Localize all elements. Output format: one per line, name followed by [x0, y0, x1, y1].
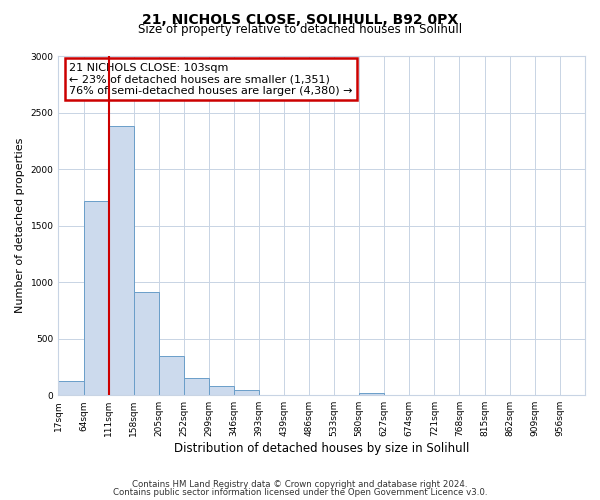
- Text: Contains HM Land Registry data © Crown copyright and database right 2024.: Contains HM Land Registry data © Crown c…: [132, 480, 468, 489]
- Text: 21 NICHOLS CLOSE: 103sqm
← 23% of detached houses are smaller (1,351)
76% of sem: 21 NICHOLS CLOSE: 103sqm ← 23% of detach…: [69, 63, 352, 96]
- Bar: [109, 126, 134, 395]
- Bar: [134, 292, 159, 395]
- Text: Size of property relative to detached houses in Solihull: Size of property relative to detached ho…: [138, 22, 462, 36]
- Bar: [159, 356, 184, 395]
- Bar: [184, 378, 209, 395]
- Bar: [359, 393, 384, 395]
- Bar: [234, 390, 259, 395]
- Bar: [58, 381, 83, 395]
- Text: Contains public sector information licensed under the Open Government Licence v3: Contains public sector information licen…: [113, 488, 487, 497]
- X-axis label: Distribution of detached houses by size in Solihull: Distribution of detached houses by size …: [174, 442, 469, 455]
- Bar: [209, 386, 234, 395]
- Text: 21, NICHOLS CLOSE, SOLIHULL, B92 0PX: 21, NICHOLS CLOSE, SOLIHULL, B92 0PX: [142, 12, 458, 26]
- Y-axis label: Number of detached properties: Number of detached properties: [15, 138, 25, 314]
- Bar: [83, 200, 109, 395]
